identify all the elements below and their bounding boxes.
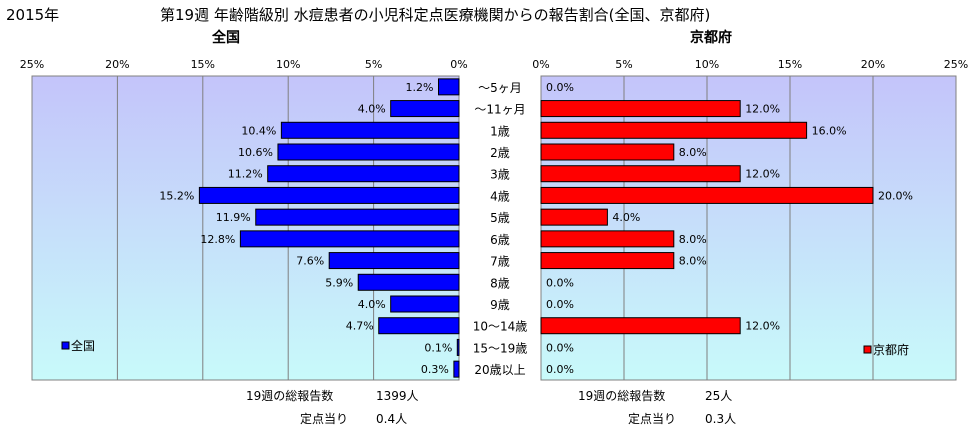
national-tick-label: 15% (191, 58, 215, 71)
kyoto-plot-area (540, 75, 957, 381)
kyoto-per-value: 0.3人 (705, 412, 737, 426)
kyoto-bar (540, 317, 741, 335)
national-bar (255, 208, 460, 226)
kyoto-tick-label: 20% (861, 58, 885, 71)
national-per-value: 0.4人 (376, 412, 408, 426)
category-label: 9歳 (490, 298, 510, 312)
category-label: 5歳 (490, 211, 510, 225)
national-panel-title: 全国 (212, 30, 240, 46)
national-bar (198, 186, 460, 204)
national-value-label: 7.6% (296, 255, 324, 268)
kyoto-value-label: 0.0% (546, 363, 574, 376)
national-total-label: 19週の総報告数 (246, 389, 334, 403)
national-value-label: 0.1% (424, 341, 452, 354)
category-label: 7歳 (490, 255, 510, 269)
category-label: 6歳 (490, 233, 510, 247)
kyoto-value-label: 12.0% (745, 168, 780, 181)
kyoto-bar (540, 208, 608, 226)
national-legend-swatch (61, 341, 70, 350)
kyoto-legend-swatch (863, 345, 872, 354)
kyoto-tick-label: 0% (532, 58, 549, 71)
kyoto-tick-label: 15% (778, 58, 802, 71)
category-label: 20歳以上 (474, 363, 525, 377)
kyoto-value-label: 0.0% (546, 276, 574, 289)
national-value-label: 11.2% (228, 168, 263, 181)
national-value-label: 15.2% (159, 189, 194, 202)
category-label: 1歳 (490, 124, 510, 138)
category-label: 8歳 (490, 276, 510, 290)
kyoto-bar (540, 252, 675, 270)
national-bar (328, 252, 460, 270)
kyoto-tick-label: 25% (944, 58, 968, 71)
kyoto-bar (540, 186, 874, 204)
kyoto-value-label: 8.0% (679, 233, 707, 246)
national-tick-label: 10% (276, 58, 300, 71)
national-bar (277, 143, 460, 161)
national-tick-label: 0% (450, 58, 467, 71)
kyoto-value-label: 12.0% (745, 103, 780, 116)
kyoto-bar (540, 100, 741, 118)
kyoto-total-label: 19週の総報告数 (578, 389, 666, 403)
national-value-label: 10.6% (238, 146, 273, 159)
category-label: 10～14歳 (473, 320, 528, 334)
national-value-label: 1.2% (406, 81, 434, 94)
kyoto-panel-title: 京都府 (690, 30, 732, 46)
national-value-label: 10.4% (241, 124, 276, 137)
national-value-label: 11.9% (216, 211, 251, 224)
kyoto-value-label: 20.0% (878, 189, 913, 202)
national-per-label: 定点当り (300, 412, 349, 426)
national-bar (390, 295, 460, 313)
national-bar (239, 230, 460, 248)
kyoto-bar (540, 230, 675, 248)
national-tick-label: 25% (20, 58, 44, 71)
kyoto-value-label: 0.0% (546, 81, 574, 94)
chart-title: 第19週 年齢階級別 水痘患者の小児科定点医療機関からの報告割合(全国、京都府) (160, 6, 711, 24)
national-bar (456, 338, 460, 356)
national-value-label: 4.7% (346, 320, 374, 333)
kyoto-value-label: 12.0% (745, 320, 780, 333)
kyoto-value-label: 8.0% (679, 146, 707, 159)
category-label: 15～19歳 (473, 341, 528, 355)
kyoto-value-label: 8.0% (679, 255, 707, 268)
category-label: ～5ヶ月 (478, 81, 522, 95)
national-bar (280, 121, 460, 139)
national-plot-area (31, 75, 460, 381)
year-label: 2015年 (6, 6, 60, 24)
category-label: 4歳 (490, 189, 510, 203)
kyoto-value-label: 16.0% (812, 124, 847, 137)
national-bar (438, 78, 460, 96)
kyoto-tick-label: 10% (695, 58, 719, 71)
national-tick-label: 5% (365, 58, 382, 71)
national-value-label: 4.0% (358, 298, 386, 311)
national-total-value: 1399人 (376, 389, 419, 403)
category-label: 3歳 (490, 168, 510, 182)
national-tick-label: 20% (105, 58, 129, 71)
national-value-label: 5.9% (325, 276, 353, 289)
national-bar (453, 360, 460, 378)
kyoto-value-label: 4.0% (612, 211, 640, 224)
national-value-label: 4.0% (358, 103, 386, 116)
kyoto-bar (540, 121, 808, 139)
kyoto-tick-label: 5% (615, 58, 632, 71)
national-bar (390, 100, 460, 118)
kyoto-bar (540, 165, 741, 183)
kyoto-per-label: 定点当り (628, 412, 677, 426)
national-legend-label: 全国 (71, 338, 95, 353)
national-value-label: 0.3% (421, 363, 449, 376)
national-value-label: 12.8% (200, 233, 235, 246)
kyoto-value-label: 0.0% (546, 341, 574, 354)
national-bar (357, 273, 460, 291)
national-bar (378, 317, 460, 335)
kyoto-bar (540, 143, 675, 161)
category-label: ～11ヶ月 (474, 103, 525, 117)
kyoto-legend-label: 京都府 (873, 342, 909, 357)
national-bar (267, 165, 460, 183)
category-label: 2歳 (490, 146, 510, 160)
kyoto-total-value: 25人 (705, 389, 733, 403)
kyoto-value-label: 0.0% (546, 298, 574, 311)
